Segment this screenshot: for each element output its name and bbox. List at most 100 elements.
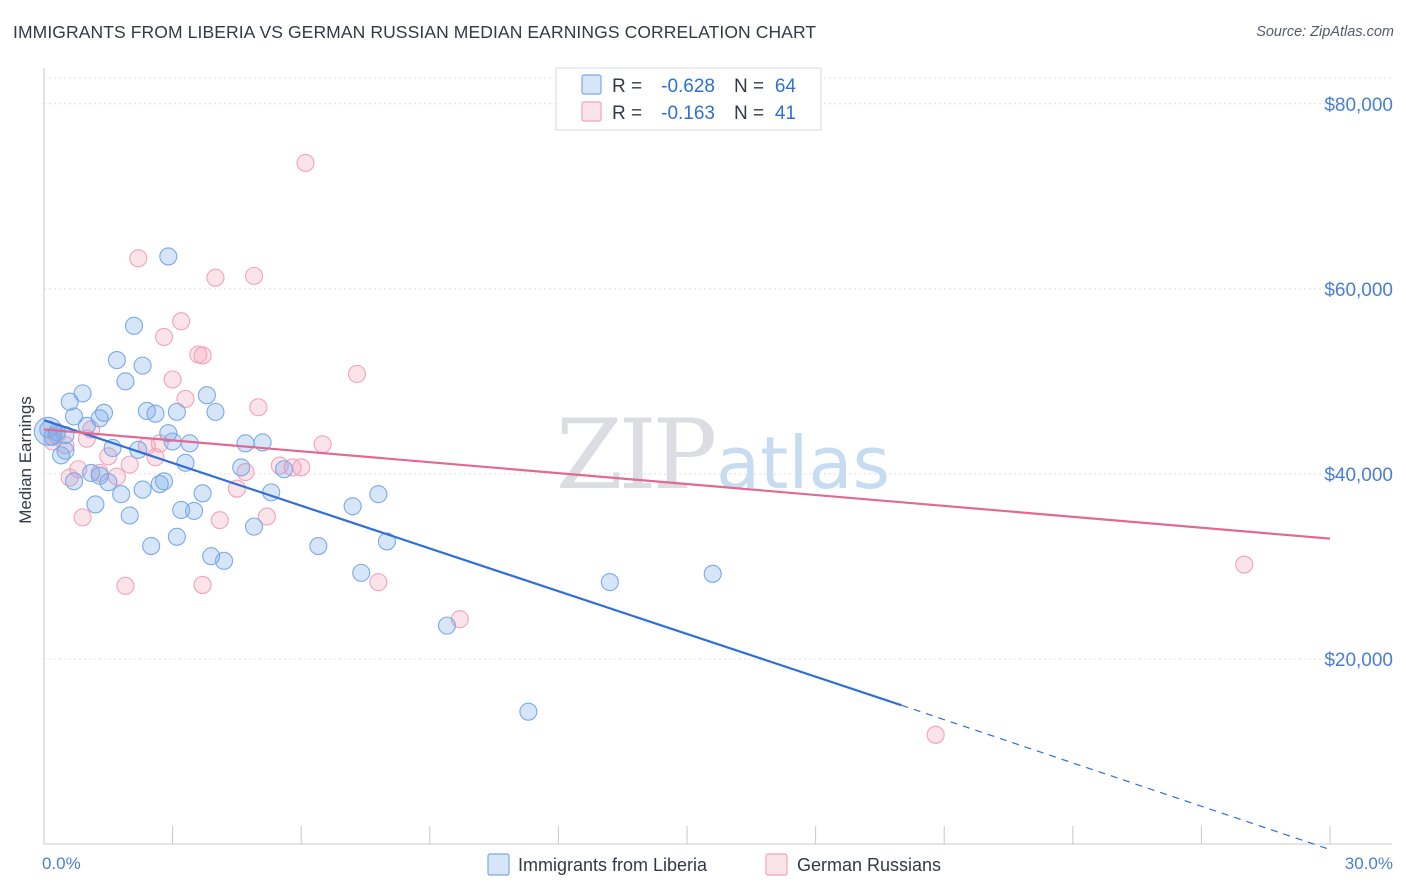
watermark: ZIP atlas — [556, 399, 890, 511]
data-point — [193, 575, 212, 594]
y-tick-labels: $20,000 $40,000 $60,000 $80,000 — [1324, 95, 1393, 671]
data-point — [129, 249, 148, 268]
data-point — [206, 268, 225, 287]
axes — [43, 68, 1392, 845]
data-point — [176, 389, 195, 408]
data-point — [197, 386, 216, 405]
data-point — [120, 506, 139, 525]
bottom-legend: Immigrants from Liberia German Russians — [487, 853, 941, 876]
data-point — [369, 573, 388, 592]
data-point — [167, 402, 186, 421]
x-tick-label-max: 30.0% — [1345, 854, 1393, 873]
data-point — [154, 472, 174, 491]
data-point — [600, 573, 619, 592]
data-point — [112, 485, 131, 504]
legend-swatch — [581, 101, 602, 122]
trend-line-german-russians — [43, 428, 1331, 540]
data-point — [184, 501, 204, 520]
x-tick-label-min: 0.0% — [42, 854, 81, 873]
data-point — [227, 479, 246, 498]
legend-frame — [555, 67, 822, 131]
y-tick-label: $80,000 — [1324, 95, 1393, 116]
data-point — [64, 407, 84, 426]
data-point — [176, 453, 195, 472]
data-point — [232, 458, 251, 477]
data-point — [347, 364, 366, 383]
data-point — [309, 537, 328, 556]
data-point — [236, 434, 255, 453]
data-point — [343, 497, 362, 516]
data-point — [73, 508, 92, 527]
data-point — [1235, 555, 1254, 574]
data-point — [163, 370, 182, 389]
legend-r-value: -0.163 — [661, 103, 715, 124]
data-point — [159, 247, 178, 266]
data-point — [64, 472, 84, 491]
data-point — [214, 551, 234, 570]
data-point — [369, 485, 388, 504]
y-axis-label: Median Earnings — [16, 396, 35, 524]
data-point — [437, 616, 456, 635]
y-tick-label: $40,000 — [1324, 465, 1393, 486]
trend-line-liberia-extension — [901, 704, 1331, 851]
data-point — [142, 537, 161, 556]
chart-source: Source: ZipAtlas.com — [1256, 24, 1394, 40]
data-point — [94, 403, 114, 422]
data-point — [244, 266, 264, 285]
legend-swatch — [581, 74, 602, 95]
legend-n-label: N = — [734, 103, 764, 124]
y-tick-label: $20,000 — [1324, 650, 1393, 671]
watermark-zip: ZIP — [556, 399, 715, 511]
data-point — [519, 702, 538, 721]
legend-n-label: N = — [734, 76, 764, 97]
data-point — [133, 480, 152, 499]
data-point — [193, 346, 212, 365]
data-point — [275, 460, 294, 479]
data-point — [99, 447, 118, 466]
x-tick-labels: 0.0% 30.0% — [42, 854, 1393, 873]
watermark-atlas: atlas — [716, 421, 890, 505]
data-point — [249, 398, 268, 417]
data-point — [296, 153, 315, 173]
data-point — [133, 356, 152, 375]
data-point — [257, 507, 276, 526]
data-point — [120, 455, 139, 474]
data-point — [99, 473, 118, 492]
data-point — [56, 441, 75, 460]
series-immigrants-from-liberia — [33, 247, 722, 721]
bottom-legend-swatch — [487, 853, 510, 876]
data-point — [167, 527, 186, 546]
data-point — [377, 532, 396, 551]
data-point — [292, 458, 311, 477]
bottom-legend-label: German Russians — [797, 855, 941, 875]
data-point — [244, 517, 264, 536]
data-point — [172, 500, 191, 520]
data-point — [73, 384, 92, 403]
y-tick-label: $60,000 — [1324, 280, 1393, 301]
trend-line-liberia — [43, 419, 902, 707]
legend-r-label: R = — [612, 76, 642, 97]
data-point — [206, 402, 225, 421]
data-point — [313, 435, 332, 454]
legend-r-value: -0.628 — [661, 76, 715, 97]
data-point — [172, 312, 191, 331]
data-point — [146, 404, 165, 423]
legend-n-value: 41 — [775, 103, 796, 124]
trend-lines — [43, 419, 1331, 851]
legend-box: R = -0.628 N = 64 R = -0.163 N = 41 — [555, 67, 822, 131]
data-point — [352, 563, 371, 582]
bottom-legend-label: Immigrants from Liberia — [518, 855, 708, 875]
data-point — [60, 392, 79, 411]
data-point — [107, 351, 126, 370]
data-point — [154, 327, 174, 346]
chart-title: IMMIGRANTS FROM LIBERIA VS GERMAN RUSSIA… — [13, 22, 817, 42]
series-german-russians — [43, 153, 1254, 744]
bottom-legend-swatch — [765, 853, 788, 876]
data-point — [926, 725, 945, 744]
data-point — [124, 316, 144, 335]
data-point — [703, 564, 722, 583]
data-point — [116, 372, 135, 391]
legend-n-value: 64 — [775, 76, 797, 97]
data-point — [210, 511, 229, 530]
data-point — [193, 484, 212, 503]
